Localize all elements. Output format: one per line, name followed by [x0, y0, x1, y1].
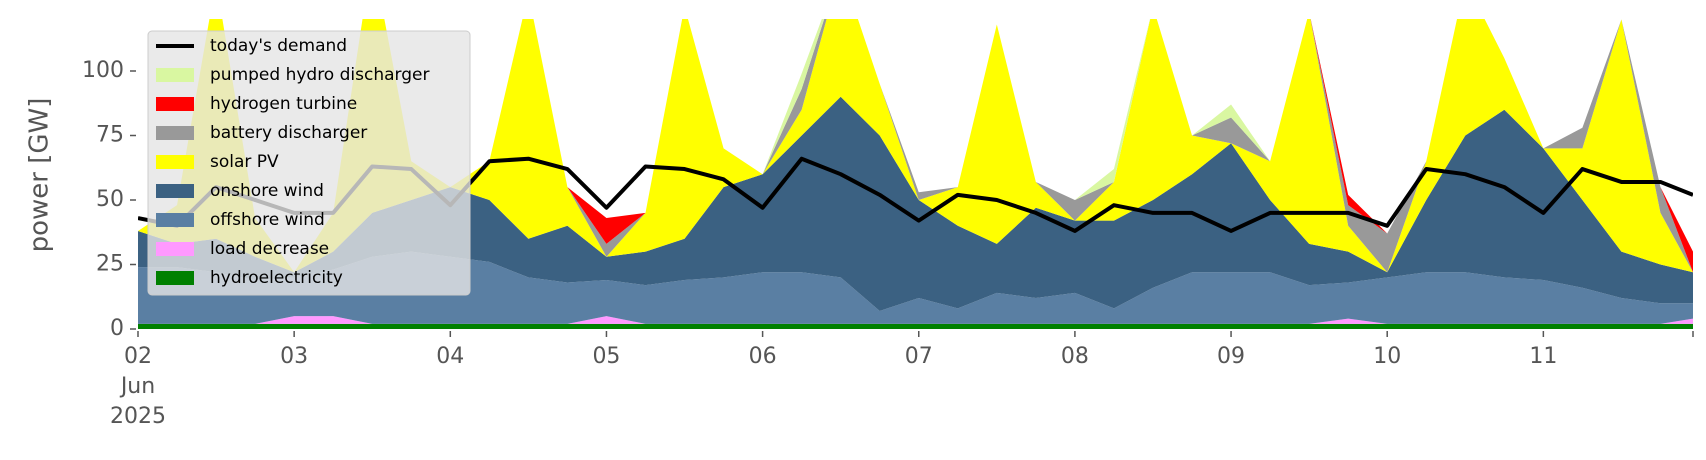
legend-label: pumped hydro discharger — [210, 65, 429, 85]
area — [138, 96, 1693, 311]
legend-label: hydrogen turbine — [210, 94, 357, 114]
x-date-label: Jun — [119, 374, 155, 399]
x-tick-label: 11 — [1529, 344, 1557, 369]
y-tick-label: 100 — [82, 58, 124, 83]
area — [138, 323, 1693, 329]
x-tick-label: 03 — [280, 344, 308, 369]
x-tick-label: 06 — [749, 344, 777, 369]
legend-swatch — [156, 68, 194, 82]
x-tick-label: 02 — [124, 344, 152, 369]
legend-swatch — [156, 242, 194, 256]
legend-label: hydroelectricity — [210, 268, 343, 288]
legend-label: battery discharger — [210, 123, 367, 143]
area — [138, 251, 1693, 324]
y-tick-label: 75 — [96, 123, 124, 148]
x-tick-label: 05 — [592, 344, 620, 369]
x-tick-label: 04 — [436, 344, 464, 369]
legend-swatch — [156, 213, 194, 227]
legend-box — [147, 30, 471, 296]
x-tick-label: 09 — [1217, 344, 1245, 369]
y-tick-label: 0 — [110, 316, 124, 341]
legend-swatch — [156, 97, 194, 111]
x-tick-label: 10 — [1373, 344, 1401, 369]
legend-label: onshore wind — [210, 181, 324, 201]
x-tick-label: 08 — [1061, 344, 1089, 369]
legend-label: today's demand — [210, 36, 347, 56]
legend-swatch — [156, 155, 194, 169]
area — [138, 316, 1693, 324]
x-tick-label: 07 — [905, 344, 933, 369]
y-tick-label: 25 — [96, 252, 124, 277]
legend-swatch — [156, 184, 194, 198]
legend-swatch — [156, 271, 194, 285]
legend-swatch — [156, 126, 194, 140]
y-axis-label: power [GW] — [25, 98, 55, 253]
legend-label: solar PV — [210, 152, 279, 172]
legend-label: offshore wind — [210, 210, 325, 230]
legend-label: load decrease — [210, 239, 329, 259]
area — [138, 19, 1693, 273]
y-tick-label: 50 — [96, 187, 124, 212]
x-date-label: 2025 — [110, 404, 166, 429]
